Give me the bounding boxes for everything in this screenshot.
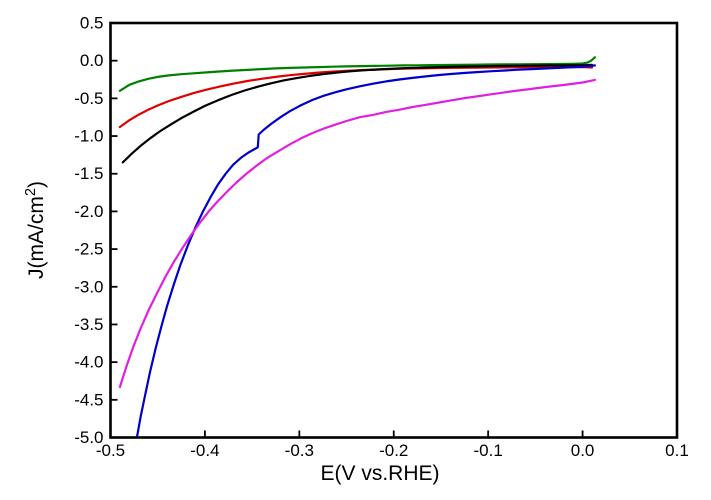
y-tick-label: 0.5 [80, 14, 104, 33]
series-line-green [118, 56, 597, 92]
series-line-blue [135, 64, 597, 439]
x-tick-label: -0.5 [96, 441, 125, 460]
y-axis-title-pre: J(mA/cm [25, 196, 48, 279]
series-line-magenta [118, 78, 597, 389]
y-tick-label: -1.5 [74, 164, 103, 183]
y-tick-label: -5.0 [74, 428, 103, 447]
y-axis-title-post: ) [25, 181, 48, 188]
y-axis-title-sup: 2 [23, 188, 39, 197]
x-tick-label: 0.1 [665, 441, 689, 460]
y-tick-label: -4.0 [74, 353, 103, 372]
series-line-black [121, 63, 594, 164]
x-tick-label: -0.1 [474, 441, 503, 460]
y-tick-label: 0.0 [80, 51, 104, 70]
y-axis-title: J(mA/cm2) [23, 181, 49, 279]
y-tick-label: -3.0 [74, 277, 103, 296]
y-tick-label: -2.5 [74, 240, 103, 259]
x-tick-label: 0.0 [571, 441, 595, 460]
y-tick-label: -4.5 [74, 390, 103, 409]
x-tick-label: -0.3 [285, 441, 314, 460]
x-tick-label: -0.4 [190, 441, 219, 460]
x-axis-title: E(V vs.RHE) [320, 462, 440, 485]
y-tick-label: -1.0 [74, 127, 103, 146]
y-tick-label: -0.5 [74, 89, 103, 108]
y-tick-label: -2.0 [74, 202, 103, 221]
y-tick-label: -3.5 [74, 315, 103, 334]
x-tick-label: -0.2 [379, 441, 408, 460]
